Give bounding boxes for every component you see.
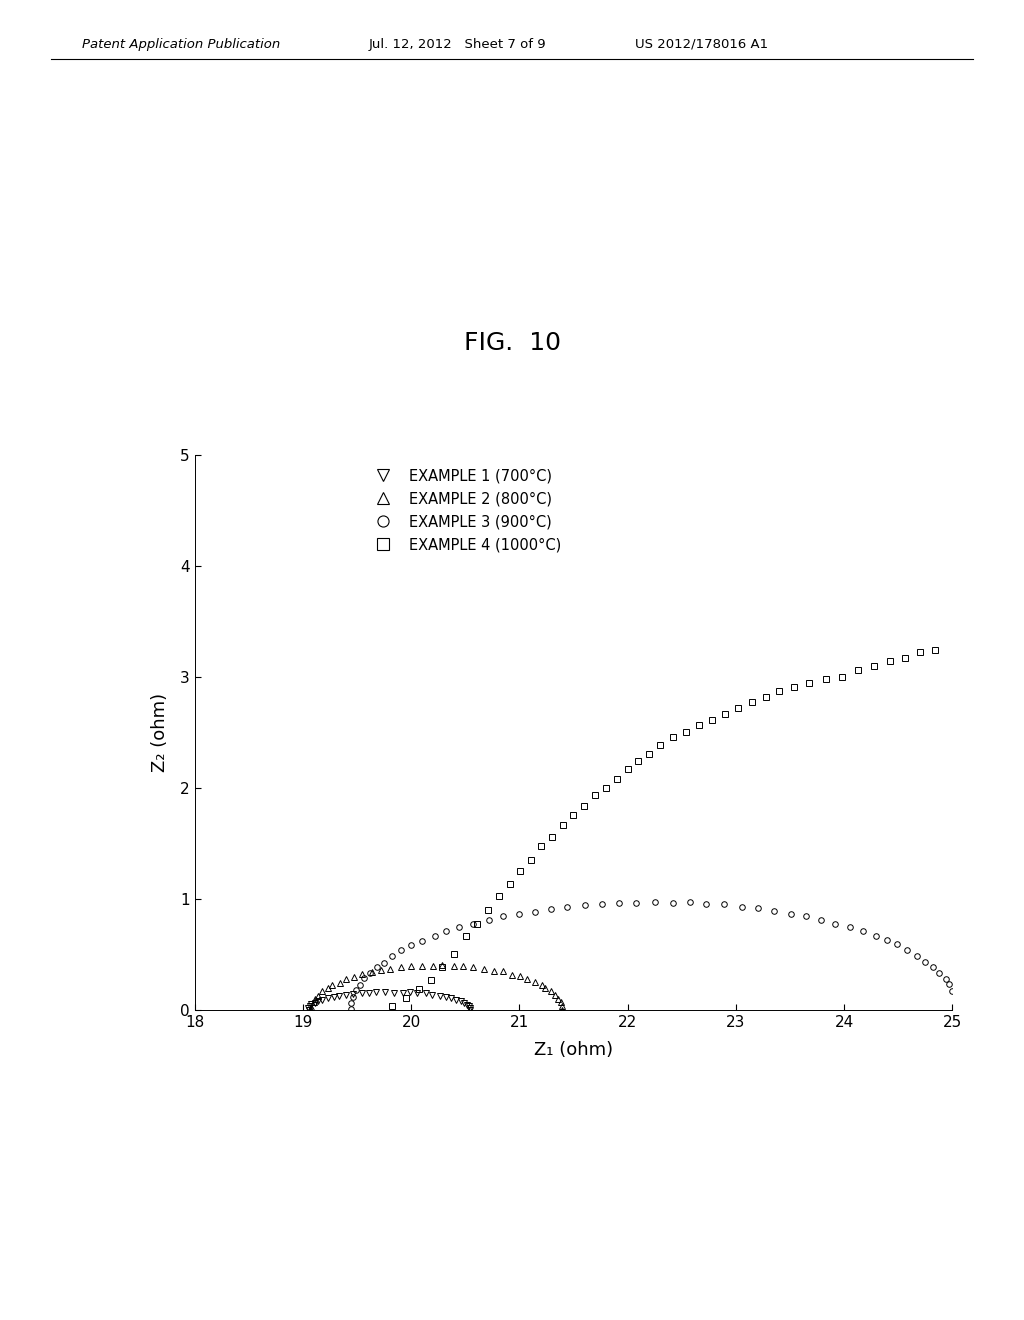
- Text: Jul. 12, 2012   Sheet 7 of 9: Jul. 12, 2012 Sheet 7 of 9: [369, 37, 546, 50]
- Text: FIG.  10: FIG. 10: [464, 331, 560, 355]
- Text: US 2012/178016 A1: US 2012/178016 A1: [635, 37, 768, 50]
- Legend: EXAMPLE 1 (700°C), EXAMPLE 2 (800°C), EXAMPLE 3 (900°C), EXAMPLE 4 (1000°C): EXAMPLE 1 (700°C), EXAMPLE 2 (800°C), EX…: [369, 463, 567, 558]
- Y-axis label: Z₂ (ohm): Z₂ (ohm): [151, 693, 169, 772]
- X-axis label: Z₁ (ohm): Z₁ (ohm): [534, 1040, 613, 1059]
- Text: Patent Application Publication: Patent Application Publication: [82, 37, 281, 50]
